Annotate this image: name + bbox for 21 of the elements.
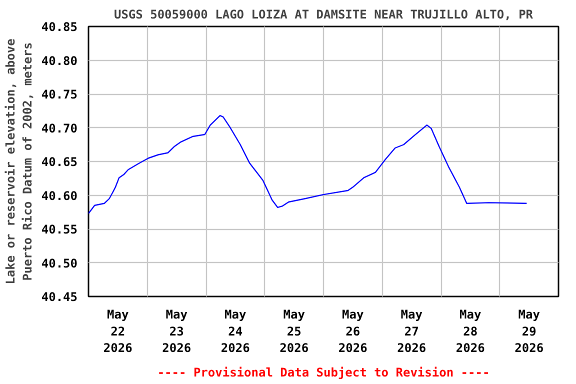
x-tick-label: May 28 2026 [456,308,485,356]
x-tick-label: May 26 2026 [338,308,368,356]
y-axis-title: Lake or reservoir elevation, above Puerto Rico Datum of 2002, meters [4,38,34,284]
y-tick-label: 40.75 [41,88,78,102]
line-series [88,115,528,214]
x-tick-label: May 27 2026 [397,308,426,356]
x-tick-label: May 22 2026 [103,308,132,356]
y-tick-label: 40.70 [41,121,78,136]
y-tick-label: 40.80 [41,54,78,68]
y-tick-label: 40.55 [41,222,78,236]
y-tick-label: 40.45 [41,290,78,304]
y-tick-label: 40.65 [41,155,78,169]
x-tick-label: May 29 2026 [514,308,544,356]
x-tick-label: May 25 2026 [280,308,309,356]
x-tick-label: May 24 2026 [220,308,250,356]
chart-title: USGS 50059000 LAGO LOIZA AT DAMSITE NEAR TRUJILLO ALTO, PR [114,8,534,22]
y-tick-label: 40.50 [41,256,78,270]
text: ---- Provisional Data Subject to Revision ---- [157,366,490,380]
x-tick-label: May 23 2026 [162,308,192,356]
y-tick-label: 40.60 [41,188,78,203]
y-tick-label: 40.85 [41,20,78,34]
